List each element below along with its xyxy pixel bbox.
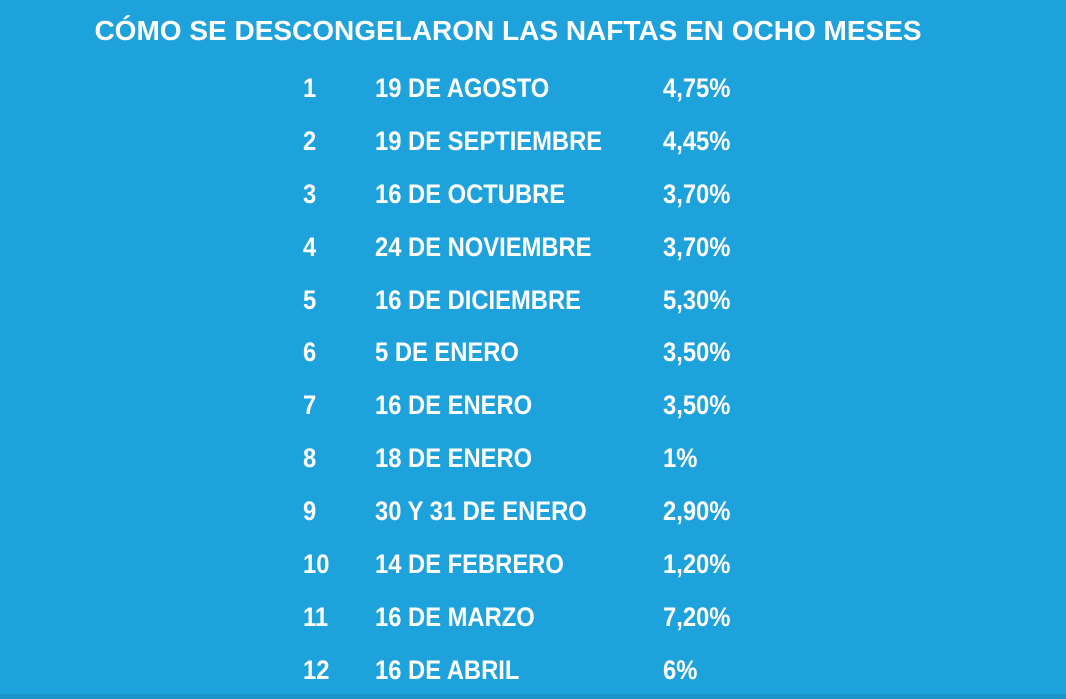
row-number: 4: [303, 231, 317, 262]
row-date: 16 DE MARZO: [375, 601, 535, 632]
table-row: 7 16 DE ENERO 3,50%: [0, 379, 1066, 432]
row-number: 3: [303, 178, 317, 209]
table-row: 5 16 DE DICIEMBRE 5,30%: [0, 274, 1066, 327]
table-row: 11 16 DE MARZO 7,20%: [0, 591, 1066, 644]
row-date: 5 DE ENERO: [375, 337, 519, 368]
footer-accent-strip: [0, 694, 1066, 699]
table-row: 1 19 DE AGOSTO 4,75%: [0, 62, 1066, 115]
row-date: 16 DE ENERO: [375, 390, 533, 421]
row-percent: 3,50%: [663, 337, 731, 368]
row-date: 16 DE OCTUBRE: [375, 178, 566, 209]
row-percent: 4,45%: [663, 125, 731, 156]
row-date: 30 Y 31 DE ENERO: [375, 496, 587, 527]
row-date: 18 DE ENERO: [375, 443, 533, 474]
row-date: 16 DE DICIEMBRE: [375, 284, 581, 315]
row-date: 14 DE FEBRERO: [375, 549, 564, 580]
row-number: 12: [303, 654, 330, 685]
row-date: 24 DE NOVIEMBRE: [375, 231, 592, 262]
row-percent: 2,90%: [663, 496, 731, 527]
row-number: 2: [303, 125, 317, 156]
table-row: 3 16 DE OCTUBRE 3,70%: [0, 168, 1066, 221]
row-percent: 1,20%: [663, 549, 731, 580]
row-percent: 4,75%: [663, 73, 731, 103]
row-number: 5: [303, 284, 317, 315]
row-date: 16 DE ABRIL: [375, 654, 520, 685]
row-number: 10: [303, 549, 330, 580]
row-number: 9: [303, 496, 317, 527]
row-percent: 7,20%: [663, 601, 731, 632]
table-row: 8 18 DE ENERO 1%: [0, 432, 1066, 485]
row-number: 8: [303, 443, 317, 474]
row-percent: 3,70%: [663, 178, 731, 209]
row-date: 19 DE AGOSTO: [375, 73, 550, 103]
row-number: 6: [303, 337, 317, 368]
row-percent: 6%: [663, 654, 698, 685]
table-row: 9 30 Y 31 DE ENERO 2,90%: [0, 485, 1066, 538]
row-percent: 1%: [663, 443, 698, 474]
chart-title: CÓMO SE DESCONGELARON LAS NAFTAS EN OCHO…: [94, 15, 922, 46]
row-number: 11: [303, 601, 329, 632]
row-percent: 3,70%: [663, 231, 731, 262]
row-date: 19 DE SEPTIEMBRE: [375, 125, 603, 156]
row-number: 1: [303, 73, 317, 103]
table-row: 2 19 DE SEPTIEMBRE 4,45%: [0, 115, 1066, 168]
table-row: 12 16 DE ABRIL 6%: [0, 644, 1066, 697]
row-percent: 3,50%: [663, 390, 731, 421]
table-row: 4 24 DE NOVIEMBRE 3,70%: [0, 221, 1066, 274]
price-increase-table: 1 19 DE AGOSTO 4,75% 2 19 DE SEPTIEMBRE 4,45%…: [0, 62, 1066, 697]
row-percent: 5,30%: [663, 284, 731, 315]
table-row: 6 5 DE ENERO 3,50%: [0, 326, 1066, 379]
table-row: 10 14 DE FEBRERO 1,20%: [0, 538, 1066, 591]
row-number: 7: [303, 390, 317, 421]
